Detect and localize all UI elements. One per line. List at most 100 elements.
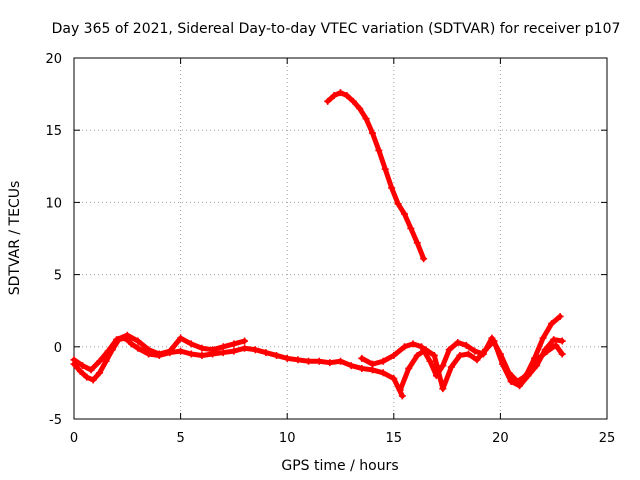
data-point [439,362,447,370]
data-point [381,165,389,173]
data-point [422,346,430,354]
x-tick-label: 10 [279,431,296,446]
data-point [337,89,344,97]
data-point [358,364,366,372]
data-point [368,129,376,137]
data-point [454,338,462,346]
data-point [556,312,564,320]
data-point [83,373,91,381]
data-point [539,334,547,342]
data-point [155,350,163,358]
x-tick-label: 0 [70,431,78,446]
chart-title: Day 365 of 2021, Sidereal Day-to-day VTE… [52,21,621,37]
data-point [315,357,323,365]
data-point [471,347,479,355]
series-line [519,342,565,383]
data-point [516,382,524,390]
data-point [400,343,408,351]
data-point [96,369,104,377]
data-point [464,350,472,358]
data-point [368,360,376,368]
data-point [349,97,357,105]
x-tick-label: 5 [176,431,184,446]
data-point [241,337,249,345]
series-satellite-track-f [518,341,566,384]
data-point [548,320,556,328]
data-point [362,115,370,123]
data-point [262,349,270,357]
data-point [394,200,402,208]
data-point [379,369,387,377]
data-point [123,331,131,339]
data-point [128,340,136,348]
data-point [79,362,87,370]
data-point [230,340,238,348]
y-tick-label: 20 [45,52,62,67]
data-point [324,97,332,105]
data-point [413,239,421,247]
x-tick-label: 20 [492,431,509,446]
series-satellite-track-a-high- [324,89,428,263]
data-series [70,89,566,400]
data-point [535,354,543,362]
x-tick-labels: 0 5 10 15 20 25 [70,431,615,446]
data-point [507,377,515,385]
data-point [89,376,97,384]
data-point [481,346,489,354]
y-tick-labels: -5 0 5 10 15 20 [45,52,62,428]
data-point [398,392,406,400]
data-point [87,366,95,374]
data-point [518,376,526,384]
x-axis-label: GPS time / hours [281,458,398,474]
data-point [230,347,238,355]
y-tick-label: 10 [45,196,62,211]
data-point [219,343,227,351]
data-point [347,362,355,370]
data-point [418,343,426,351]
data-point [499,360,507,368]
data-point [273,351,281,359]
y-tick-label: 5 [54,269,62,284]
data-point [134,344,142,352]
data-point [70,356,78,364]
data-point [447,363,455,371]
data-point [390,351,398,359]
data-point [145,346,153,354]
data-point [426,357,434,365]
data-point [400,210,408,218]
data-point [526,366,534,374]
data-point [241,344,249,352]
data-point [113,336,121,344]
data-point [337,357,344,365]
data-point [396,386,404,394]
data-point [187,340,195,348]
data-point [473,356,481,364]
data-point [177,347,185,355]
data-point [305,357,313,365]
data-point [430,351,438,359]
data-point [198,344,206,352]
data-point [326,359,334,367]
x-tick-label: 15 [386,431,403,446]
data-point [543,347,551,355]
data-point [445,346,453,354]
plot-frame [73,57,608,420]
data-point [439,385,447,393]
data-point [462,341,470,349]
data-point [283,354,291,362]
data-point [407,224,415,232]
data-point [198,351,206,359]
data-point [390,375,398,383]
data-point [209,346,217,354]
data-point [102,357,110,365]
data-point [134,337,142,345]
data-point [251,346,259,354]
x-tick-label: 25 [599,431,616,446]
data-point [552,341,560,349]
data-point [166,347,174,355]
grid-lines [74,58,607,419]
data-point [550,336,558,344]
axis-ticks [73,57,608,420]
data-point [558,337,566,345]
